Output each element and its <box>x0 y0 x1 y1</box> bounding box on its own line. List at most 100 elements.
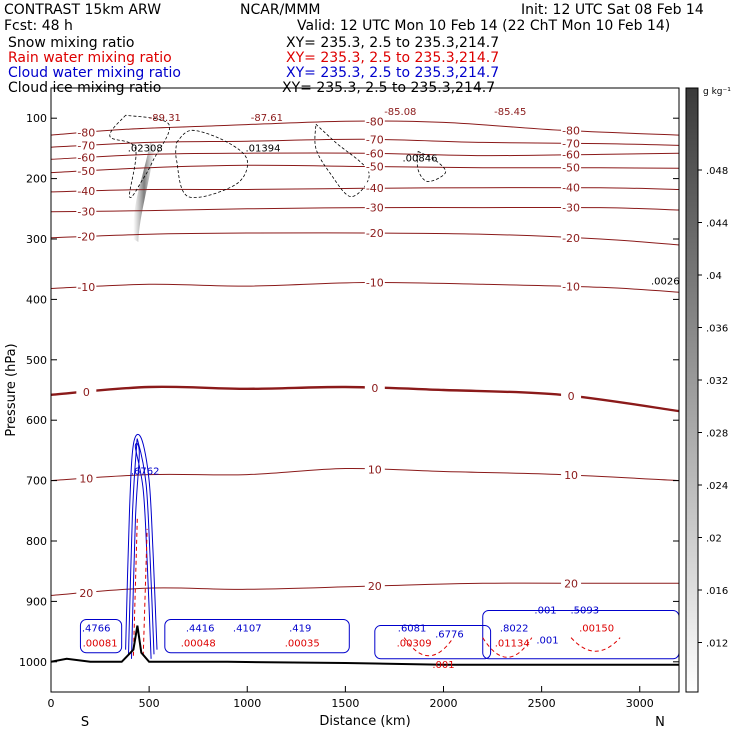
rain-value-label: .00081 <box>83 639 118 650</box>
colorbar-tick-label: .04 <box>706 271 722 282</box>
temperature-contour-label: -40 <box>562 182 580 195</box>
contour-label-bg <box>561 469 582 481</box>
contour-label-bg <box>561 577 582 589</box>
temperature-contour-label: -10 <box>366 277 384 290</box>
temperature-contour-label: -20 <box>366 227 384 240</box>
contour-label-bg <box>76 386 97 398</box>
temperature-contour-label: 10 <box>564 469 578 482</box>
temperature-contour-label: -60 <box>366 147 384 160</box>
contour-label-bg <box>561 280 582 292</box>
cloud-water-value-label: .6081 <box>398 624 427 635</box>
temperature-contour-label: 0 <box>83 386 90 399</box>
temperature-contour-label: 20 <box>79 587 93 600</box>
cloud-ice-contour <box>416 151 447 183</box>
temperature-contour-label: -60 <box>77 152 95 165</box>
cloud-water-value-label: .5093 <box>570 605 599 616</box>
rain-water-contour <box>142 528 148 656</box>
cloud-water-contour <box>128 438 155 655</box>
temperature-contour-label: 0 <box>568 390 575 403</box>
header-center: NCAR/MMM <box>240 2 321 18</box>
temperature-contour-label: -30 <box>562 202 580 215</box>
cloud-water-value-label: .6762 <box>131 467 160 478</box>
cloud-water-value-label: .419 <box>289 624 311 635</box>
colorbar-tick-label: .024 <box>706 481 728 492</box>
x-tick-label: 2500 <box>528 697 556 710</box>
contour-label-bg <box>76 230 97 242</box>
contour-label-bg <box>561 181 582 193</box>
snow-value-label: .00846 <box>402 154 437 165</box>
colorbar-tick-label: .048 <box>706 166 728 177</box>
field-xy-rain: XY= 235.3, 2.5 to 235.3,214.7 <box>286 50 500 66</box>
cloud-ice-contour <box>314 123 370 198</box>
temperature-contour-label: -20 <box>562 232 580 245</box>
temperature-contour-label: -10 <box>77 281 95 294</box>
temperature-min-label: -85.45 <box>494 107 526 118</box>
temperature-contour-label: -80 <box>562 125 580 138</box>
temperature-contour-label: 10 <box>368 463 382 476</box>
contour-label-bg <box>76 164 97 176</box>
colorbar-unit: g kg⁻¹ <box>703 87 731 97</box>
y-tick-label: 700 <box>26 475 47 488</box>
contour-label-bg <box>364 463 385 475</box>
contour-label-bg <box>364 276 385 288</box>
contour-label-bg <box>76 205 97 217</box>
rain-water-contour <box>403 637 454 657</box>
y-tick-label: 200 <box>26 173 47 186</box>
colorbar-tick-label: .012 <box>706 639 728 650</box>
colorbar-tick-label: .036 <box>706 324 728 335</box>
rain-water-contour <box>482 637 533 658</box>
field-xy-snow: XY= 235.3, 2.5 to 235.3,214.7 <box>286 35 500 51</box>
contour-label-bg <box>561 137 582 149</box>
header-init: Init: 12 UTC Sat 08 Feb 14 <box>521 2 704 18</box>
contour-label-bg <box>76 126 97 138</box>
contour-label-bg <box>364 580 385 592</box>
cloud-water-contour <box>482 609 679 660</box>
x-tick-label: 0 <box>48 697 55 710</box>
rain-value-label: .001 <box>432 660 454 671</box>
y-tick-label: 900 <box>26 595 47 608</box>
colorbar <box>685 87 699 693</box>
contour-label-bg <box>364 160 385 172</box>
y-tick-label: 600 <box>26 414 47 427</box>
contour-label-bg <box>76 281 97 293</box>
temperature-contour-label: 20 <box>564 577 578 590</box>
cloud-water-contour <box>131 442 152 659</box>
cloud-water-contour <box>374 625 492 660</box>
colorbar-tick-label: .044 <box>706 219 728 230</box>
temperature-contour-label: -30 <box>77 205 95 218</box>
cloud-water-value-label: .4416 <box>186 624 215 635</box>
contour-label-bg <box>364 133 385 145</box>
contour-label-bg <box>561 124 582 136</box>
contour-label-bg <box>561 201 582 213</box>
contour-label-bg <box>76 472 97 484</box>
x-end-label-north: N <box>655 715 665 730</box>
contour-label-bg <box>364 182 385 194</box>
contour-label-bg <box>561 161 582 173</box>
cloud-water-value-label: .001 <box>536 636 558 647</box>
temperature-contour-label: -50 <box>77 165 95 178</box>
rain-value-label: .00048 <box>181 639 216 650</box>
temperature-contour-label: -80 <box>366 116 384 129</box>
cloud-ice-contour <box>175 129 248 198</box>
contour-label-bg <box>76 151 97 163</box>
cloud-water-contour <box>125 433 158 650</box>
contour-label-bg <box>364 227 385 239</box>
temperature-contour-label: -40 <box>366 182 384 195</box>
header-fcst: Fcst: 48 h <box>4 18 73 34</box>
temperature-contour-label: -20 <box>77 230 95 243</box>
snow-shading <box>133 142 156 243</box>
terrain-line <box>51 625 679 666</box>
contour-label-bg <box>364 381 385 393</box>
cloud-water-value-label: .001 <box>534 605 556 616</box>
contour-label-bg <box>76 139 97 151</box>
y-axis-label: Pressure (hPa) <box>4 343 19 436</box>
temperature-min-label: -85.08 <box>384 107 416 118</box>
contour-label-bg <box>76 586 97 598</box>
rain-value-label: .00309 <box>397 639 432 650</box>
temperature-contour-label: -70 <box>366 134 384 147</box>
contour-label-bg <box>364 201 385 213</box>
x-tick-label: 500 <box>139 697 160 710</box>
cloud-water-contour <box>164 619 350 654</box>
y-tick-label: 500 <box>26 354 47 367</box>
